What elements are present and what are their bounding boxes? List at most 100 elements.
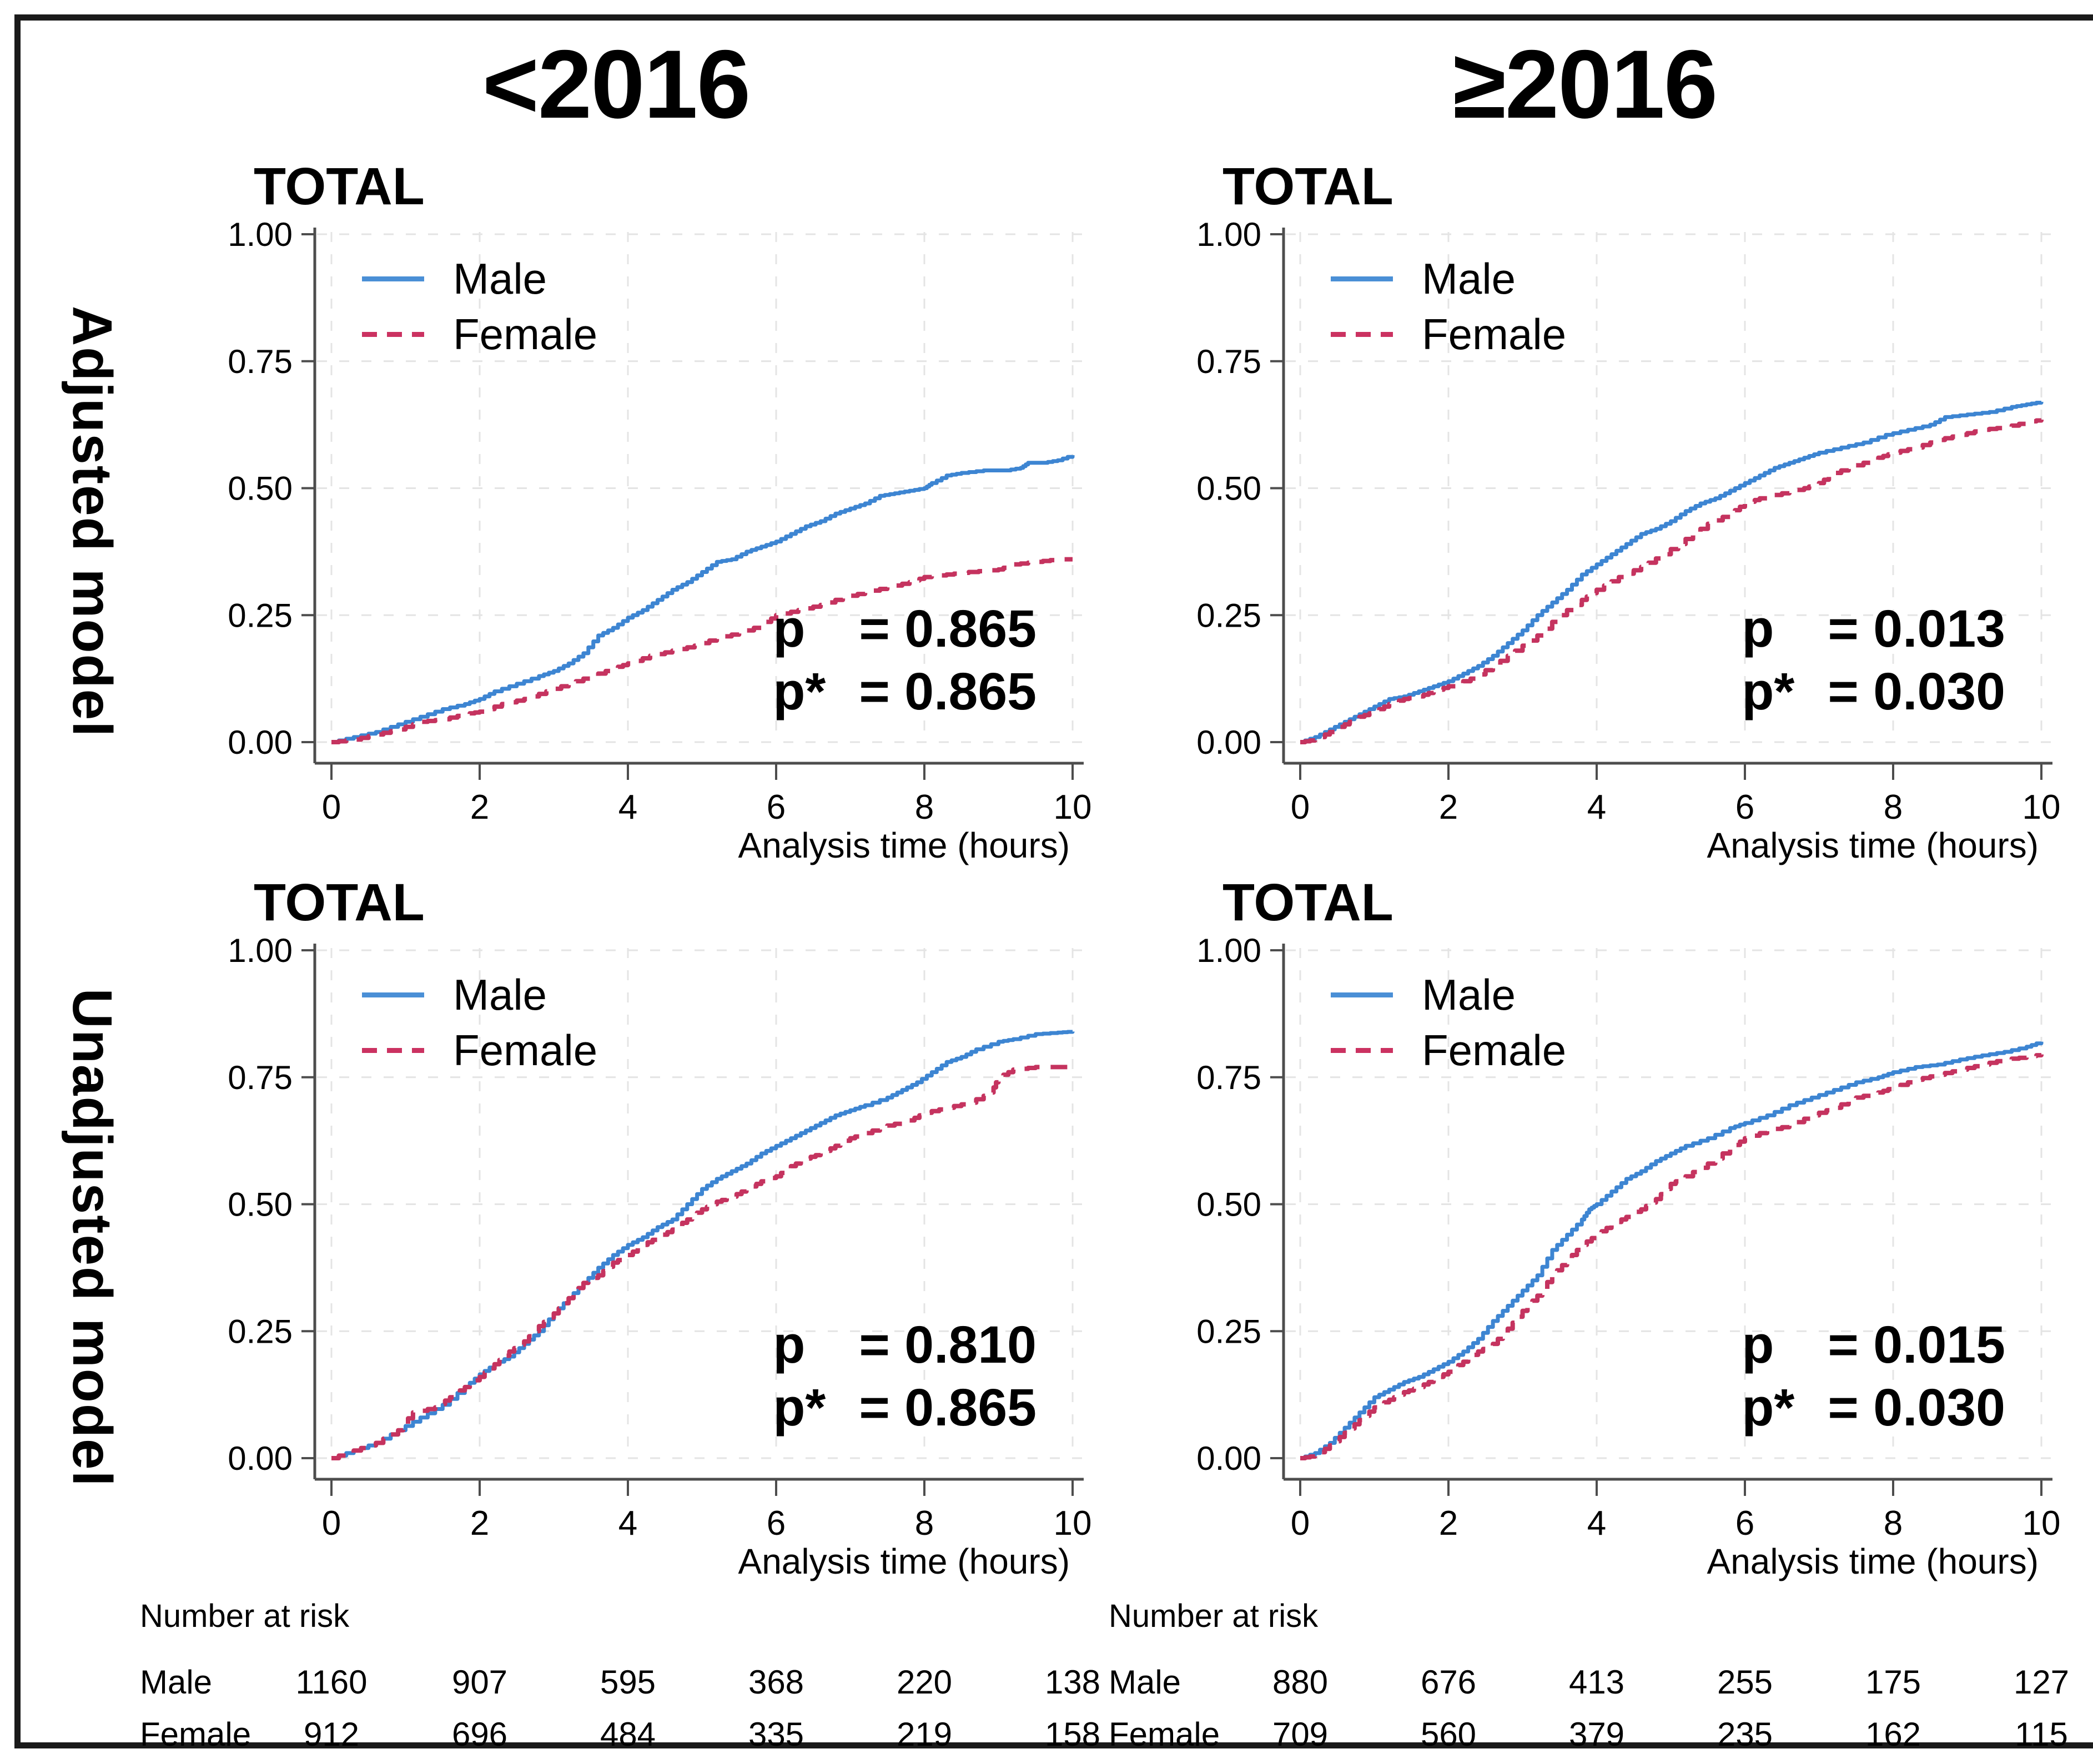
risk-row-label: Male [1109,1664,1181,1701]
x-tick-label: 8 [1884,788,1903,826]
risk-value: 162 [1865,1716,1921,1753]
risk-value: 912 [303,1716,360,1753]
x-tick-label: 0 [322,1504,341,1543]
p-star-label: p* [1742,1378,1795,1438]
male-line-swatch [1331,992,1393,998]
x-tick-label: 8 [1884,1504,1903,1543]
p-star-value: = 0.030 [1828,662,2005,722]
p-value-box: p = 0.810 p* = 0.865 [773,1315,1037,1438]
risk-value: 220 [896,1664,953,1701]
p-value: = 0.015 [1828,1315,2005,1374]
x-axis-title: Analysis time (hours) [738,1541,1070,1581]
grid-corner-spacer [37,36,132,155]
number-at-risk-table: Number at risk Male 1160 907 595 368 220 138 … [132,1597,1100,1764]
y-tick-label: 1.00 [1196,934,1261,969]
p-label: p [1742,599,1774,658]
y-tick-label: 0.50 [228,470,293,507]
risk-value: 709 [1272,1716,1329,1753]
p-star-value: = 0.865 [859,1378,1037,1438]
legend-entry-male: Male [1331,255,1566,303]
risk-value: 880 [1272,1664,1329,1701]
y-tick-label: 0.00 [228,724,293,761]
risk-value: 175 [1865,1664,1921,1701]
km-plot-svg: 0.00 0.25 0.50 0.75 1.00 0 2 4 6 8 10 [228,218,1092,826]
legend-label-male: Male [453,254,547,303]
y-tick-label: 0.75 [228,343,293,380]
legend-label-male: Male [453,970,547,1019]
x-tick-label: 10 [2022,1504,2061,1543]
x-tick-label: 0 [1291,788,1310,826]
number-at-risk-header: Number at risk [1109,1598,1319,1634]
female-line-swatch [1331,332,1393,337]
number-at-risk-header: Number at risk [140,1598,350,1634]
legend-entry-female: Female [1331,1026,1566,1075]
x-tick-label: 8 [915,1504,934,1543]
p-value: = 0.865 [859,599,1037,658]
risk-value: 696 [451,1716,508,1753]
risk-row-female: Female 709 560 379 235 162 115 [1100,1715,2069,1755]
risk-value: 335 [748,1716,804,1753]
p-value-box: p = 0.015 p* = 0.030 [1742,1315,2005,1438]
p-label: p [1742,1315,1774,1374]
y-tick-label: 0.25 [1196,1313,1261,1350]
km-plot-svg: 0.00 0.25 0.50 0.75 1.00 0 2 4 6 8 10 [228,934,1092,1543]
x-tick-label: 2 [470,1504,489,1543]
y-tick-label: 0.25 [228,1313,293,1350]
legend: Male Female [362,255,597,359]
km-curve-male [1300,401,2044,744]
panel-unadjusted-ge2016: TOTAL 0.00 0.25 0.50 0.75 1.00 0 2 4 6 8 10 Male F… [1100,871,2069,1764]
row-label-unadjusted-model: Unadjusted model [37,871,132,1764]
p-value-box: p = 0.865 p* = 0.865 [773,599,1037,720]
p-label: p [773,1315,806,1374]
risk-value: 158 [1044,1716,1101,1753]
risk-row-label: Female [140,1716,251,1753]
plot-area: 0.00 0.25 0.50 0.75 1.00 0 2 4 6 8 10 Male Female … [1100,218,2069,839]
risk-value: 595 [600,1664,656,1701]
y-tick-label: 0.00 [228,1440,293,1477]
male-line-swatch [1331,276,1393,282]
km-curve-female [331,1065,1073,1460]
y-tick-label: 0.75 [1196,1059,1261,1096]
y-tick-label: 0.25 [228,597,293,634]
risk-row-male: Male 1160 907 595 368 220 138 [132,1663,1100,1703]
panel-title: TOTAL [1222,873,1393,932]
risk-value: 368 [748,1664,804,1701]
x-tick-label: 4 [618,788,637,826]
male-line-swatch [362,992,424,998]
male-line-swatch [362,276,424,282]
risk-value: 560 [1420,1716,1477,1753]
panel-title: TOTAL [254,157,425,216]
km-curve-female [1300,418,2044,744]
risk-value: 379 [1568,1716,1625,1753]
legend-label-female: Female [453,1025,598,1075]
risk-value: 115 [2015,1716,2068,1753]
legend-label-male: Male [1422,254,1516,303]
female-line-swatch [362,332,424,337]
risk-value: 219 [896,1716,953,1753]
risk-row-label: Male [140,1664,213,1701]
plot-area: 0.00 0.25 0.50 0.75 1.00 0 2 4 6 8 10 Male Female … [1100,934,2069,1555]
legend-entry-female: Female [362,309,598,359]
legend-label-female: Female [453,309,598,359]
x-tick-label: 6 [1735,788,1754,826]
column-header-lt2016: <2016 [482,31,751,139]
x-tick-label: 8 [915,788,934,826]
x-axis-title: Analysis time (hours) [738,825,1070,865]
risk-value: 235 [1717,1716,1773,1753]
x-tick-label: 10 [1054,1504,1092,1543]
x-tick-label: 0 [322,788,341,826]
km-curve-female [1300,1053,2044,1460]
y-tick-label: 0.25 [1196,597,1261,634]
row-label-text: Adjusted model [61,305,124,738]
row-label-adjusted-model: Adjusted model [37,155,132,871]
number-at-risk-table: Number at risk Male 880 676 413 255 175 127 F… [1100,1597,2069,1764]
risk-value: 484 [600,1716,656,1753]
panel-adjusted-ge2016: TOTAL 0.00 0.25 0.50 0.75 1.00 0 2 4 6 8 10 Male F… [1100,155,2069,871]
p-star-label: p* [1742,662,1795,722]
panel-title: TOTAL [254,873,425,932]
x-tick-label: 0 [1291,1504,1310,1543]
figure-grid: <2016 ≥2016 Adjusted model TOTAL 0.00 0.2… [37,36,2082,1764]
p-star-label: p* [773,1378,826,1438]
risk-value: 255 [1717,1664,1773,1701]
risk-value: 127 [2013,1664,2070,1701]
